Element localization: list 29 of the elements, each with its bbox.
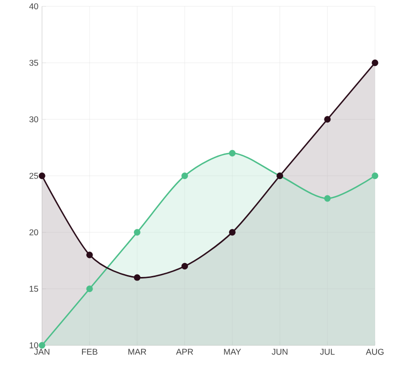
y-tick-label: 40 bbox=[29, 3, 38, 10]
point bbox=[372, 172, 378, 179]
y-tick-label: 15 bbox=[30, 286, 38, 292]
point bbox=[134, 274, 140, 281]
point bbox=[181, 262, 188, 270]
y-tick-label: 20 bbox=[29, 229, 38, 236]
y-tick-label: 10 bbox=[30, 342, 38, 348]
point bbox=[228, 150, 236, 156]
x-tick-label: JAN bbox=[34, 348, 50, 355]
x-tick-label: APR bbox=[176, 348, 194, 354]
x-tick-label: FEB bbox=[82, 348, 98, 354]
point bbox=[86, 285, 93, 292]
point bbox=[324, 194, 331, 202]
x-tick-label: JUN bbox=[272, 348, 288, 355]
point bbox=[38, 172, 46, 179]
y-tick-label: 25 bbox=[29, 172, 38, 179]
point bbox=[134, 228, 140, 236]
point bbox=[181, 172, 188, 179]
x-tick-label: JUL bbox=[320, 348, 335, 355]
point bbox=[228, 228, 236, 236]
x-tick-label: MAY bbox=[224, 348, 241, 354]
point bbox=[372, 59, 378, 66]
y-tick-label: 35 bbox=[29, 60, 38, 66]
point bbox=[38, 342, 46, 348]
x-tick-label: AUG bbox=[366, 348, 384, 355]
y-tick-label: 30 bbox=[29, 116, 38, 122]
point bbox=[324, 116, 331, 122]
point bbox=[86, 251, 93, 258]
x-tick-label: MAR bbox=[128, 348, 146, 354]
